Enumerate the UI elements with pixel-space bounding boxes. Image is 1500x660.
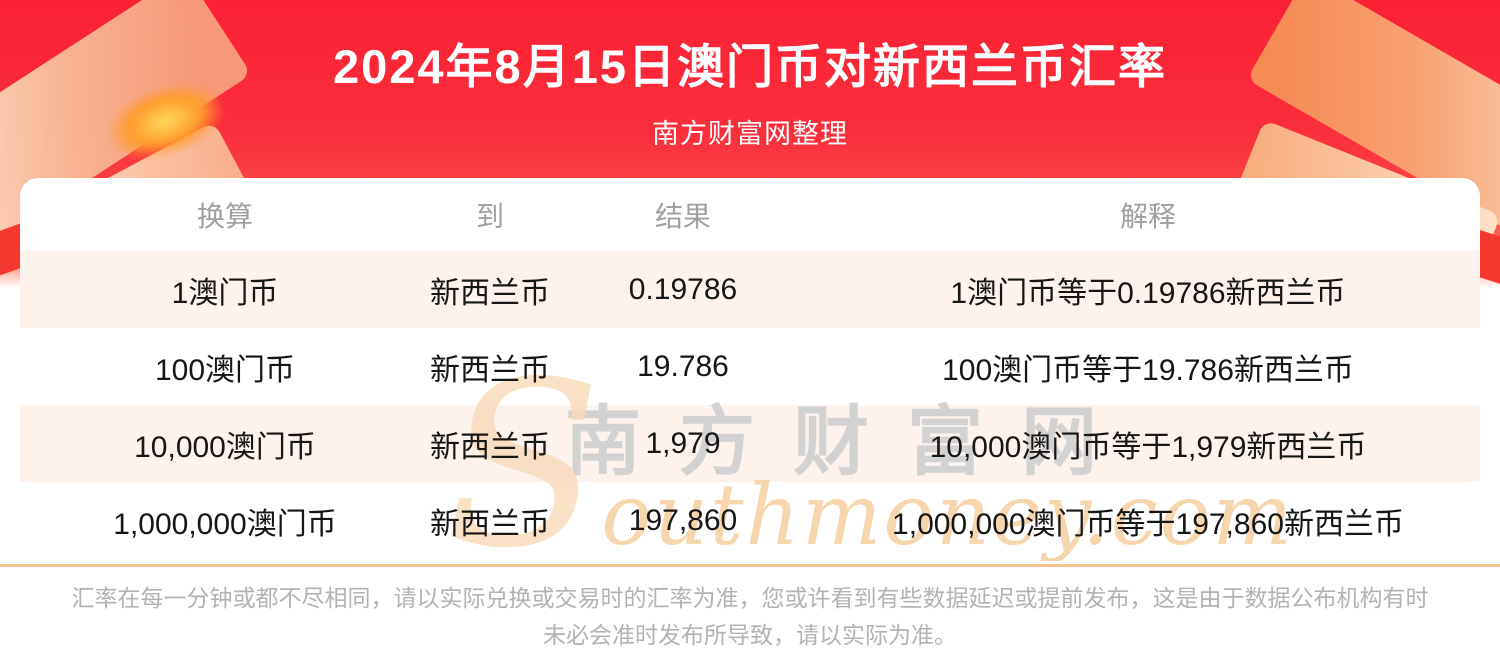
column-header-result: 结果	[654, 200, 711, 232]
table-row: 1澳门币 新西兰币 0.19786 1澳门币等于0.19786新西兰币	[20, 251, 1480, 328]
divider-line	[0, 564, 1500, 567]
cell-explanation: 100澳门币等于19.786新西兰币	[942, 353, 1354, 387]
cell-explanation: 1,000,000澳门币等于197,860新西兰币	[892, 507, 1404, 541]
column-header-convert: 换算	[196, 200, 253, 232]
column-header-to: 到	[475, 200, 504, 232]
table-row: 10,000澳门币 新西兰币 1,979 10,000澳门币等于1,979新西兰…	[20, 405, 1480, 482]
disclaimer-text: 汇率在每一分钟或都不尽相同，请以实际兑换或交易时的汇率为准，您或许看到有些数据延…	[71, 585, 1429, 648]
cell-amount: 100澳门币	[154, 353, 296, 387]
table-row: 1,000,000澳门币 新西兰币 197,860 1,000,000澳门币等于…	[20, 482, 1480, 559]
cell-target-currency: 新西兰币	[430, 353, 550, 387]
cell-amount: 10,000澳门币	[134, 430, 316, 464]
column-header-explanation: 解释	[1119, 200, 1176, 232]
cell-amount: 1,000,000澳门币	[113, 507, 337, 541]
row-stripe-2	[20, 405, 1480, 482]
cell-result: 197,860	[628, 503, 738, 537]
page-title: 2024年8月15日澳门币对新西兰币汇率	[333, 40, 1167, 93]
cell-result: 1,979	[645, 426, 721, 460]
table-header-row: 换算 到 结果 解释	[20, 178, 1480, 251]
row-stripe-1	[20, 251, 1480, 328]
rate-table-card: 南方财富网 Southmoney.com 换算 到 结果 解释 1澳门币 新西兰…	[20, 178, 1480, 561]
table-row: 100澳门币 新西兰币 19.786 100澳门币等于19.786新西兰币	[20, 328, 1480, 405]
cell-explanation: 10,000澳门币等于1,979新西兰币	[929, 430, 1367, 464]
cell-target-currency: 新西兰币	[430, 430, 550, 464]
cell-result: 19.786	[637, 349, 729, 383]
page-subtitle: 南方财富网整理	[652, 119, 848, 149]
cell-amount: 1澳门币	[171, 276, 279, 310]
cell-target-currency: 新西兰币	[430, 507, 550, 541]
cell-target-currency: 新西兰币	[430, 276, 550, 310]
cell-explanation: 1澳门币等于0.19786新西兰币	[950, 276, 1346, 310]
exchange-rate-table: 换算 到 结果 解释 1澳门币 新西兰币 0.19786 1澳门币等于0.197…	[20, 178, 1480, 559]
cell-result: 0.19786	[628, 272, 738, 306]
